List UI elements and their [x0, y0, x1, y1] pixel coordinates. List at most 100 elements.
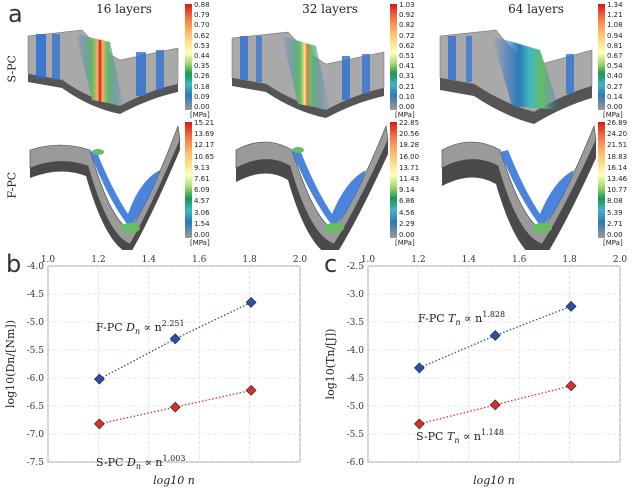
fpc-16-render	[29, 125, 181, 250]
colorbar-tick: 13.46	[607, 175, 628, 183]
colorbar-tick: 0.21	[399, 82, 415, 91]
x-tick-label: 1.8	[562, 255, 577, 265]
colorbar-tick: 21.51	[607, 141, 628, 150]
data-point	[245, 384, 257, 396]
annotation-rel: ∝ n	[141, 456, 163, 469]
series-annotation: F-PC Dn ∝ n2.251	[96, 319, 185, 336]
colorbar-tick: 0.62	[399, 41, 415, 50]
col-title-16: 16 layers	[96, 2, 152, 16]
colorbar-tick: 0.70	[194, 21, 210, 30]
y-tick-label: -6.5	[27, 402, 45, 412]
data-point	[489, 330, 501, 341]
x-tick-label: 1.6	[512, 255, 527, 265]
annotation-exp: 1.003	[163, 454, 186, 463]
colorbar-tick: 0.09	[194, 92, 210, 101]
y-tick-label: -5.5	[347, 430, 365, 440]
y-tick-label: -3.0	[347, 290, 365, 300]
colorbar-tick: 0.00	[399, 103, 415, 111]
col-title-64: 64 layers	[508, 2, 564, 16]
colorbar-tick: 0.35	[194, 62, 210, 71]
colorbar-tick: 0.88	[194, 1, 210, 9]
colorbar-fpc-64	[598, 122, 605, 238]
colorbar-tick: 26.89	[607, 119, 628, 127]
colorbar-tick: 0.51	[399, 52, 415, 60]
colorbar-tick: 0.54	[607, 62, 623, 71]
colorbar-tick: 18.83	[607, 152, 628, 161]
data-point	[169, 401, 181, 413]
spc-16-render	[27, 29, 179, 114]
y-axis-label: log10(Dn/[Nm])	[4, 320, 17, 408]
annotation-sub: n	[136, 462, 141, 471]
colorbar-tick: 11.43	[399, 175, 420, 183]
series-line	[99, 301, 252, 380]
colorbar-tick: 3.06	[194, 208, 210, 217]
colorbar-tick: 0.94	[607, 31, 623, 40]
colorbar-unit: [MPa]	[190, 111, 210, 119]
colorbar-spc-16	[185, 4, 192, 110]
annotation-sub: n	[454, 436, 459, 445]
colorbar-tick: 22.85	[399, 119, 420, 127]
colorbar-tick: 13.71	[399, 163, 420, 172]
colorbar-tick: 0.92	[399, 11, 415, 20]
data-point	[93, 418, 105, 430]
colorbar-tick: 10.65	[194, 152, 215, 161]
data-point	[93, 373, 105, 385]
spc-32-render	[231, 31, 385, 118]
colorbar-tick: 0.00	[399, 231, 415, 239]
annotation-prefix: F-PC	[418, 312, 448, 325]
annotation-exp: 1.828	[482, 310, 505, 319]
annotation-sym: T	[447, 430, 456, 443]
panel-a-renders	[27, 4, 605, 250]
colorbar-tick: 0.31	[399, 72, 415, 81]
colorbar-tick: 20.56	[399, 130, 420, 139]
colorbar-tick: 12.17	[194, 141, 215, 150]
colorbar-tick: 4.57	[194, 197, 210, 206]
annotation-exp: 2.251	[162, 319, 185, 328]
annotation-sub: n	[456, 318, 461, 327]
colorbar-tick: 16.00	[399, 152, 420, 161]
y-tick-label: -7.0	[27, 430, 45, 440]
colorbar-spc-64	[598, 4, 605, 110]
chart-c: 1.0 1.2 1.4 1.6 1.8 2.0 -2.5 -3.0 -3.5 -4.0 -4.5 -5…	[324, 255, 628, 487]
colorbar-tick: 0.82	[399, 21, 415, 30]
colorbar-tick: 0.67	[607, 52, 623, 60]
x-tick-label: 1.2	[411, 255, 425, 265]
panel-c-letter: c	[324, 250, 338, 278]
x-tick-label: 1.2	[91, 255, 105, 265]
colorbar-spc-32	[390, 4, 397, 110]
colorbar-tick: 2.29	[399, 219, 415, 228]
fpc-64-render	[441, 124, 597, 250]
spc-64-render	[439, 29, 593, 124]
data-point	[245, 296, 257, 308]
annotation-sym: D	[125, 321, 135, 334]
colorbar-tick: 15.21	[194, 119, 215, 127]
colorbar-tick: 0.44	[194, 52, 210, 60]
panel-b-letter: b	[6, 250, 22, 278]
data-point	[169, 333, 181, 345]
colorbar-tick: 0.41	[399, 62, 415, 71]
colorbar-tick: 1.21	[607, 11, 623, 20]
colorbar-tick: 7.61	[194, 175, 210, 183]
colorbar-tick: 8.08	[607, 197, 623, 206]
x-tick-label: 2.0	[613, 255, 628, 265]
x-tick-label: 1.0	[361, 255, 376, 265]
col-title-32: 32 layers	[302, 2, 358, 16]
colorbar-tick: 1.34	[607, 1, 623, 9]
annotation-prefix: S-PC	[416, 430, 447, 443]
colorbar-fpc-32	[390, 122, 397, 238]
x-axis-label: log10 n	[473, 474, 515, 487]
data-point	[413, 418, 425, 430]
y-tick-label: -4.5	[347, 374, 365, 384]
colorbar-tick: 6.09	[194, 186, 210, 195]
colorbar-unit: [MPa]	[190, 239, 210, 247]
colorbar-tick: 0.00	[607, 103, 623, 111]
y-tick-label: -4.0	[347, 346, 365, 356]
colorbar-tick: 0.53	[194, 41, 210, 50]
x-tick-label: 1.4	[142, 255, 157, 265]
colorbar-tick: 0.10	[399, 92, 415, 101]
colorbar-tick: 0.00	[194, 231, 210, 239]
y-tick-label: -6.0	[27, 374, 45, 384]
data-point	[489, 399, 501, 411]
colorbar-tick: 2.71	[607, 219, 623, 228]
chart-b: 1.0 1.2 1.4 1.6 1.8 2.0 -4.0 -4.5 -5.0 -5.5 -6.0 -6…	[4, 255, 307, 487]
